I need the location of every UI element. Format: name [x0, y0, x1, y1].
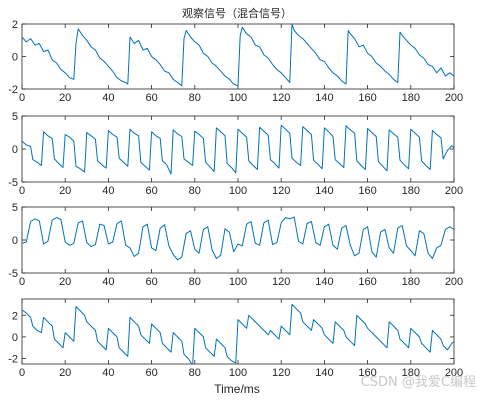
x-tick-label: 100: [229, 367, 247, 379]
x-tick-label: 200: [445, 276, 463, 288]
subplot-3: 0 20 40 60 80 100 120 140 160 180 200-505: [8, 202, 463, 288]
x-tick-label: 40: [102, 92, 114, 104]
x-tick-label: 100: [229, 185, 247, 197]
y-tick-label: -2: [8, 84, 18, 96]
x-tick-label: 120: [272, 92, 290, 104]
x-tick-label: 180: [402, 367, 420, 379]
x-tick-label: 60: [145, 185, 157, 197]
subplot-4: 0 20 40 60 80 100 120 140 160 180 200-202: [8, 298, 463, 379]
x-tick-label: 140: [315, 367, 333, 379]
x-tick-label: 160: [358, 92, 376, 104]
x-tick-label: 40: [102, 185, 114, 197]
x-tick-label: 40: [102, 367, 114, 379]
figure-title: 观察信号（混合信号）: [182, 6, 292, 20]
x-tick-label: 0: [19, 276, 25, 288]
y-tick-label: 5: [12, 111, 18, 123]
y-tick-label: 5: [12, 202, 18, 214]
x-tick-label: 80: [189, 276, 201, 288]
x-tick-label: 140: [315, 185, 333, 197]
x-tick-label: 160: [358, 276, 376, 288]
x-axis-label: Time/ms: [214, 382, 260, 396]
x-tick-label: 60: [145, 276, 157, 288]
subplot-1: 0 20 40 60 80 100 120 140 160 180 200-202: [8, 19, 463, 104]
axes-frame-3: [21, 206, 455, 274]
y-tick-label: 0: [12, 332, 18, 344]
series-line-4-1: [22, 303, 454, 364]
x-tick-label: 180: [402, 185, 420, 197]
y-tick-label: 0: [12, 235, 18, 247]
x-tick-label: 80: [189, 92, 201, 104]
x-tick-label: 20: [59, 185, 71, 197]
subplot-2: 0 20 40 60 80 100 120 140 160 180 200-505: [8, 111, 463, 197]
x-tick-label: 80: [189, 185, 201, 197]
axes-frame-2: [21, 115, 455, 183]
x-tick-label: 200: [445, 92, 463, 104]
x-tick-label: 200: [445, 185, 463, 197]
x-tick-label: 160: [358, 185, 376, 197]
x-tick-label: 60: [145, 367, 157, 379]
y-tick-label: 0: [12, 144, 18, 156]
x-tick-label: 120: [272, 276, 290, 288]
x-tick-label: 140: [315, 92, 333, 104]
y-tick-label: 2: [12, 19, 18, 31]
y-tick-label: -2: [8, 354, 18, 366]
x-tick-label: 20: [59, 276, 71, 288]
x-tick-label: 80: [189, 367, 201, 379]
y-tick-label: 2: [12, 310, 18, 322]
x-tick-label: 200: [445, 367, 463, 379]
y-tick-label: 0: [12, 52, 18, 64]
x-tick-label: 180: [402, 92, 420, 104]
x-tick-label: 0: [19, 185, 25, 197]
x-tick-label: 40: [102, 276, 114, 288]
series-line-1-1: [22, 24, 454, 87]
axes-frame-4: [21, 298, 455, 365]
x-tick-label: 20: [59, 92, 71, 104]
x-tick-label: 0: [19, 92, 25, 104]
x-tick-label: 120: [272, 367, 290, 379]
x-tick-label: 100: [229, 276, 247, 288]
x-tick-label: 0: [19, 367, 25, 379]
x-tick-label: 20: [59, 367, 71, 379]
x-tick-label: 180: [402, 276, 420, 288]
y-tick-label: -5: [8, 268, 18, 280]
x-tick-label: 100: [229, 92, 247, 104]
x-tick-label: 140: [315, 276, 333, 288]
series-line-2-1: [22, 124, 454, 175]
x-tick-label: 160: [358, 367, 376, 379]
series-line-3-1: [22, 216, 454, 261]
x-tick-label: 60: [145, 92, 157, 104]
x-tick-label: 120: [272, 185, 290, 197]
watermark: CSDN @我爱C编程: [361, 375, 476, 390]
y-tick-label: -5: [8, 177, 18, 189]
